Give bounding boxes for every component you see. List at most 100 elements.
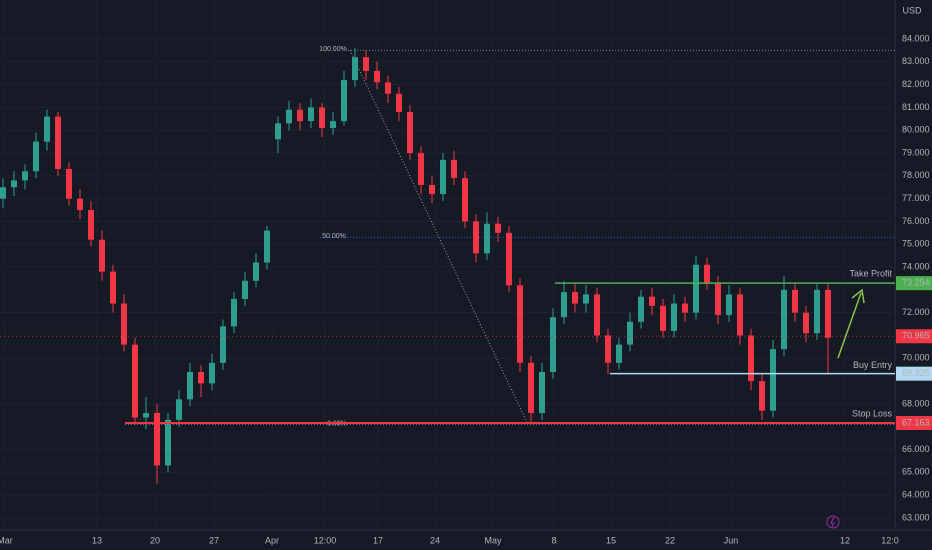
level-box (896, 276, 932, 291)
candle-body (792, 289, 798, 313)
candle-body (418, 153, 424, 185)
candle-body (187, 371, 193, 400)
x-tick-label: Mar (0, 535, 13, 545)
candle-body (550, 317, 556, 372)
y-tick-label: 74.000 (902, 261, 930, 271)
candle-body (110, 271, 116, 304)
y-tick-label: 66.000 (902, 444, 930, 454)
y-tick-label: 75.000 (902, 239, 930, 249)
candle-body (638, 296, 644, 322)
candle-body (352, 57, 358, 81)
candle-body (143, 413, 149, 418)
candle-body (374, 70, 380, 83)
candle-body (451, 159, 457, 179)
level-value: 69.325 (902, 368, 930, 378)
candle-body (682, 303, 688, 313)
candle-body (407, 111, 413, 154)
candle-body (132, 344, 138, 418)
y-tick-label: 79.000 (902, 147, 930, 157)
candle-body (275, 123, 281, 140)
y-tick-label: 82.000 (902, 79, 930, 89)
y-tick-label: 64.000 (902, 489, 930, 499)
candle-body (286, 109, 292, 124)
last-price-box (896, 329, 932, 344)
y-tick-label: 84.000 (902, 33, 930, 43)
y-tick-label: 72.000 (902, 307, 930, 317)
level-box (896, 366, 932, 381)
candle-body (649, 296, 655, 306)
fib-label: 50.00% (322, 233, 346, 240)
candle-body (528, 362, 534, 414)
candle-body (814, 289, 820, 334)
candle-body (440, 159, 446, 195)
candle-body (396, 93, 402, 112)
candle-body (77, 198, 83, 211)
candle-body (165, 419, 171, 466)
x-tick-label: 24 (430, 535, 440, 545)
last-price-label: 70.965 (902, 331, 930, 341)
y-tick-label: 63.000 (902, 512, 930, 522)
candle-body (671, 303, 677, 331)
level-value: 67.163 (902, 417, 930, 427)
level-name: Stop Loss (852, 408, 893, 418)
x-tick-label: 12:00 (314, 535, 337, 545)
lightning-icon[interactable] (826, 515, 840, 529)
candle-body (572, 292, 578, 304)
candle-body (539, 371, 545, 414)
level-name: Take Profit (849, 269, 892, 279)
y-tick-label: 70.000 (902, 353, 930, 363)
candle-body (429, 184, 435, 195)
candle-body (737, 294, 743, 336)
candle-body (242, 280, 248, 299)
candle-body (308, 107, 314, 122)
candle-body (55, 116, 61, 169)
candle-body (627, 321, 633, 345)
candle-body (220, 326, 226, 363)
candle-body (473, 221, 479, 254)
candle-body (264, 230, 270, 263)
candle-body (121, 303, 127, 345)
candle-body (748, 335, 754, 382)
candle-body (44, 116, 50, 142)
candle-body (726, 294, 732, 315)
candle-body (253, 262, 259, 281)
candle-body (704, 264, 710, 284)
candle-body (209, 362, 215, 384)
y-tick-label: 77.000 (902, 193, 930, 203)
x-tick-label: 17 (373, 535, 383, 545)
level-value: 73.294 (902, 278, 930, 288)
x-tick-label: 27 (209, 535, 219, 545)
y-tick-label: 80.000 (902, 125, 930, 135)
candle-body (11, 180, 17, 188)
candle-body (517, 285, 523, 363)
candle-body (363, 57, 369, 71)
candle-body (88, 210, 94, 240)
x-tick-label: Jun (724, 535, 739, 545)
x-tick-label: 8 (551, 535, 556, 545)
candle-body (231, 298, 237, 327)
candle-body (770, 349, 776, 411)
x-tick-label: 22 (665, 535, 675, 545)
candle-body (0, 187, 6, 199)
candle-body (495, 223, 501, 233)
x-tick-label: 15 (606, 535, 616, 545)
candle-body (594, 294, 600, 336)
candle-body (66, 168, 72, 199)
candle-body (715, 283, 721, 315)
y-tick-label: 76.000 (902, 216, 930, 226)
x-tick-label: 12 (840, 535, 850, 545)
candle-body (176, 399, 182, 420)
candle-body (759, 381, 765, 411)
fib-label: 100.00% (319, 46, 347, 53)
candle-body (297, 109, 303, 122)
candle-body (22, 171, 28, 181)
x-tick-label: 20 (150, 535, 160, 545)
trend-line (349, 50, 529, 425)
candle-body (605, 335, 611, 363)
candle-body (660, 305, 666, 331)
candle-body (330, 121, 336, 128)
candle-body (341, 80, 347, 122)
